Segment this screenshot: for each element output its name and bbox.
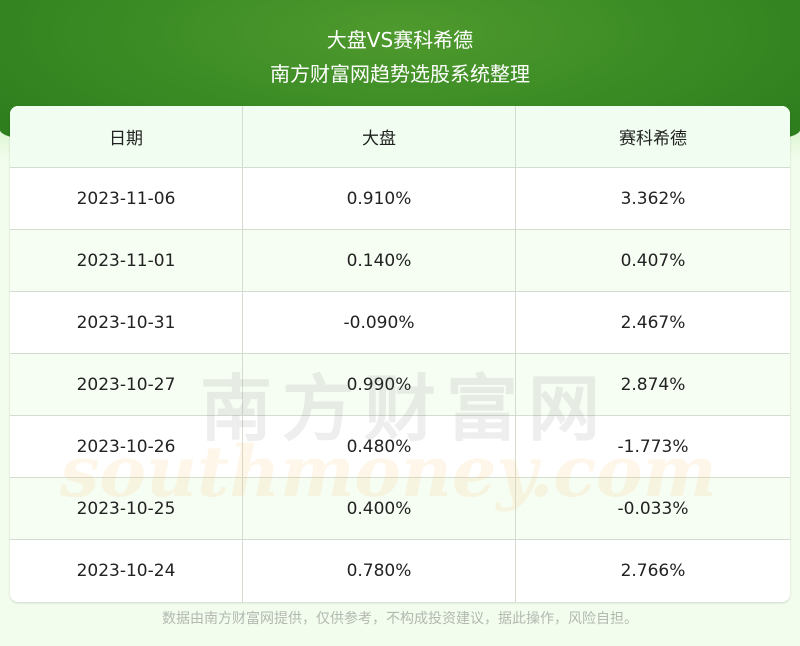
market-cell: 0.400%: [243, 478, 516, 539]
stock-cell: 2.874%: [620, 374, 686, 395]
market-cell: -0.090%: [243, 292, 516, 353]
comparison-table: 日期 大盘 赛科希德 2023-11-06 0.910% 3.362% 2023-11…: [10, 106, 790, 602]
date-cell: 2023-10-24: [10, 540, 243, 602]
column-header-stock: 赛科希德: [619, 129, 687, 149]
date-cell: 2023-11-01: [10, 230, 243, 291]
stock-cell: -1.773%: [617, 436, 689, 457]
table-row: 2023-10-25 0.400% -0.033%: [10, 478, 790, 540]
stock-cell: 0.407%: [620, 250, 686, 271]
column-header-date: 日期: [10, 106, 243, 167]
market-cell: 0.990%: [243, 354, 516, 415]
stock-cell: -0.033%: [617, 498, 689, 519]
market-cell: 0.910%: [243, 168, 516, 229]
market-cell: 0.480%: [243, 416, 516, 477]
market-cell: 0.780%: [243, 540, 516, 602]
date-cell: 2023-10-25: [10, 478, 243, 539]
table-row: 2023-10-26 0.480% -1.773%: [10, 416, 790, 478]
column-header-market: 大盘: [243, 106, 516, 167]
page-subtitle: 南方财富网趋势选股系统整理: [270, 62, 530, 86]
disclaimer: 数据由南方财富网提供，仅供参考，不构成投资建议，据此操作，风险自担。: [162, 611, 638, 627]
date-cell: 2023-10-27: [10, 354, 243, 415]
date-cell: 2023-10-31: [10, 292, 243, 353]
date-cell: 2023-11-06: [10, 168, 243, 229]
market-cell: 0.140%: [243, 230, 516, 291]
table-row: 2023-10-31 -0.090% 2.467%: [10, 292, 790, 354]
table-row: 2023-11-01 0.140% 0.407%: [10, 230, 790, 292]
stock-cell: 3.362%: [620, 188, 686, 209]
table-header-row: 日期 大盘 赛科希德: [10, 106, 790, 168]
table-row: 2023-10-24 0.780% 2.766%: [10, 540, 790, 602]
date-cell: 2023-10-26: [10, 416, 243, 477]
table-row: 2023-11-06 0.910% 3.362%: [10, 168, 790, 230]
stock-cell: 2.766%: [620, 561, 686, 581]
stock-cell: 2.467%: [620, 312, 686, 333]
table-row: 2023-10-27 0.990% 2.874%: [10, 354, 790, 416]
page-title: 大盘VS赛科希德: [326, 28, 474, 52]
